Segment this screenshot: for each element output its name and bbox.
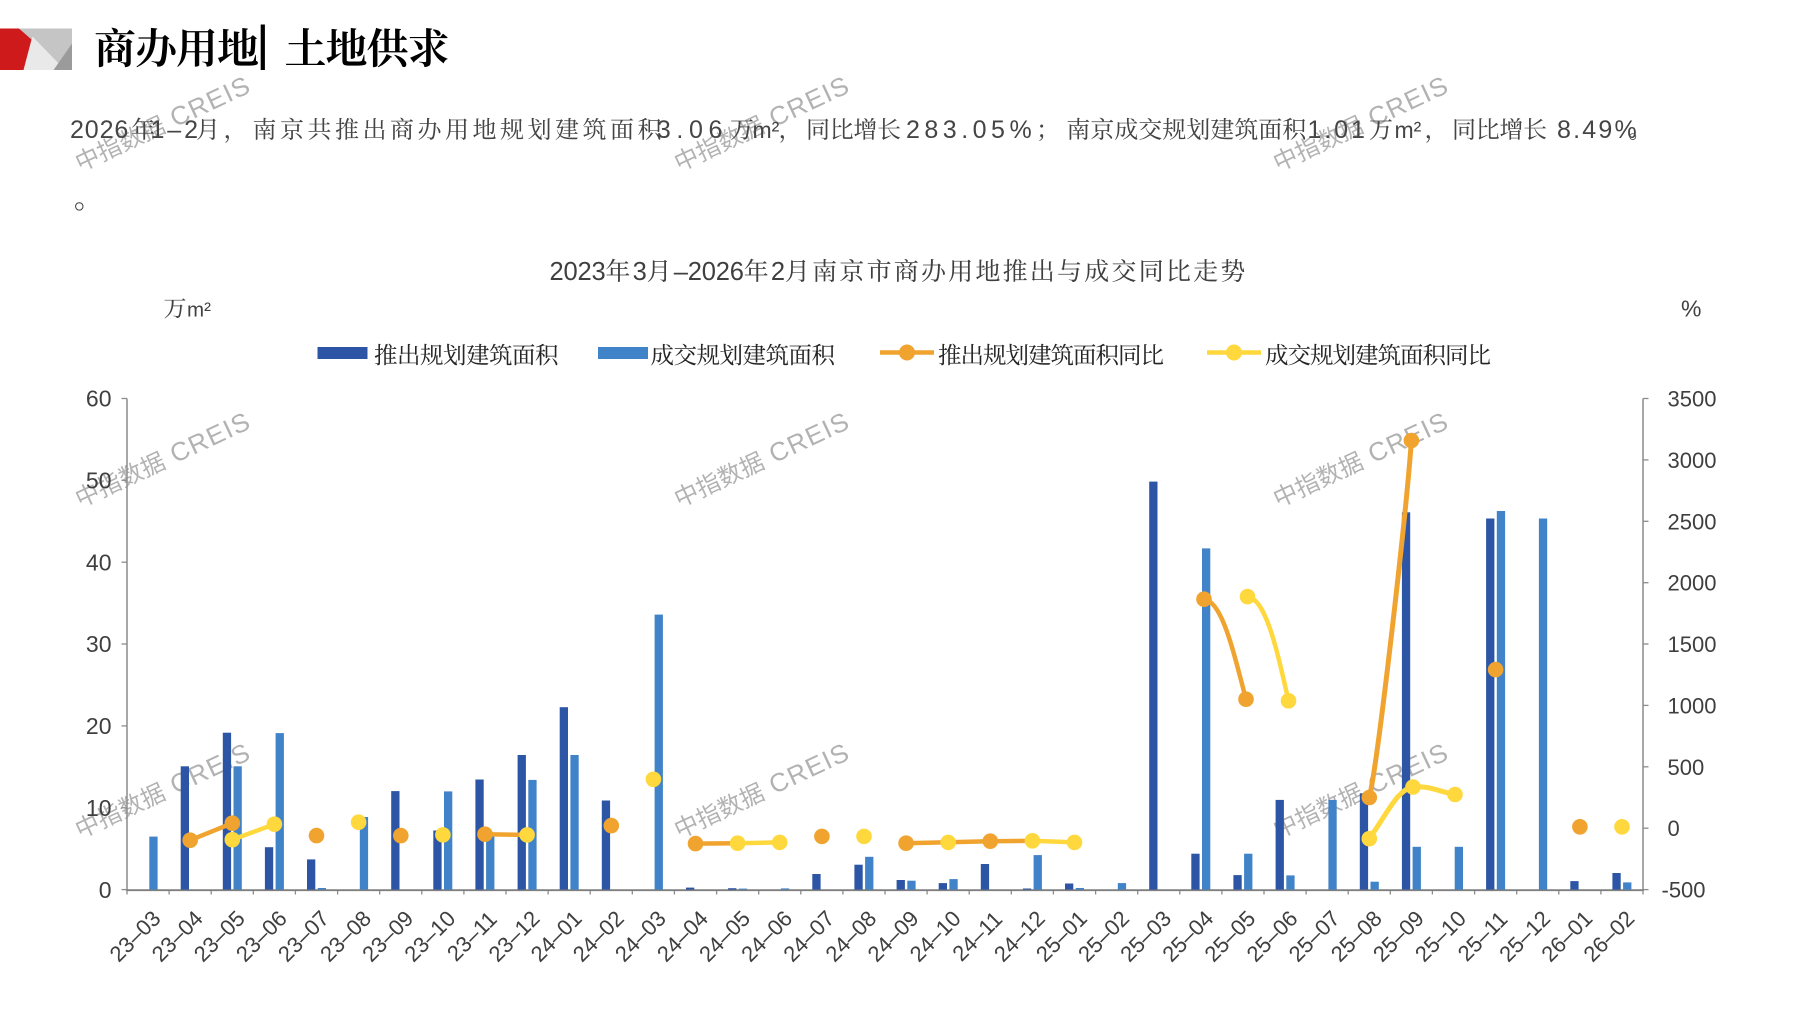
svg-text:%: %: [1681, 296, 1701, 322]
svg-text:2: 2: [771, 258, 785, 286]
svg-text:30: 30: [86, 631, 112, 657]
svg-text:3.06: 3.06: [657, 116, 728, 144]
svg-text:60: 60: [86, 386, 112, 412]
svg-text:40: 40: [86, 549, 112, 575]
svg-text:CREIS: CREIS: [165, 406, 255, 469]
svg-text:500: 500: [1668, 755, 1705, 780]
svg-text:1500: 1500: [1668, 632, 1717, 657]
svg-text:CREIS: CREIS: [764, 737, 854, 800]
svg-text:10: 10: [86, 795, 112, 821]
svg-text:1.01: 1.01: [1308, 116, 1368, 144]
svg-text:0: 0: [1668, 816, 1680, 841]
svg-text:1–2: 1–2: [151, 116, 201, 144]
svg-text:2026: 2026: [688, 258, 744, 286]
svg-text:CREIS: CREIS: [764, 406, 854, 469]
svg-text:283.05%: 283.05%: [906, 116, 1036, 144]
svg-text:2026: 2026: [70, 116, 129, 144]
svg-text:-500: -500: [1662, 878, 1706, 903]
svg-text:m²: m²: [187, 299, 211, 322]
svg-text:3000: 3000: [1668, 448, 1717, 473]
svg-text:3500: 3500: [1668, 387, 1717, 412]
svg-text:2500: 2500: [1668, 509, 1717, 534]
svg-text:50: 50: [86, 468, 112, 494]
svg-text:2000: 2000: [1668, 571, 1717, 596]
svg-text:–: –: [674, 258, 689, 286]
svg-text:m²: m²: [753, 117, 780, 143]
svg-text:0: 0: [99, 877, 112, 903]
svg-text:1000: 1000: [1668, 693, 1717, 718]
svg-text:2023: 2023: [550, 258, 606, 286]
svg-text:8.49%: 8.49%: [1557, 116, 1639, 144]
svg-text:m²: m²: [1395, 117, 1422, 143]
svg-text:20: 20: [86, 713, 112, 739]
svg-text:3: 3: [633, 258, 647, 286]
